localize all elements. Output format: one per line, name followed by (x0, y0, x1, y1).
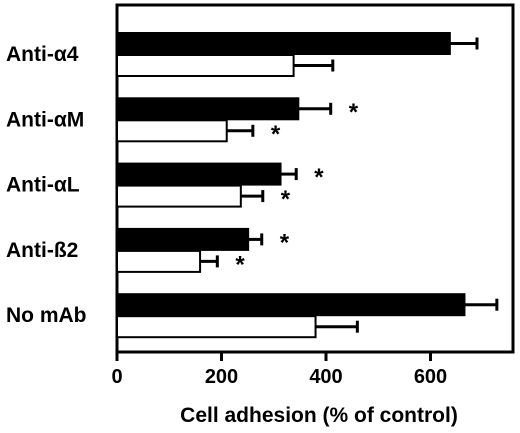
x-axis: 0 200 400 600 (111, 352, 447, 388)
category-labels: Anti-α4 Anti-αM Anti-αL Anti-ß2 No mAb (6, 43, 87, 327)
bar (116, 97, 300, 121)
significance-mark: * (349, 99, 359, 126)
category-label: Anti-α4 (6, 43, 79, 66)
significance-mark: * (235, 251, 245, 278)
category-label: Anti-αM (6, 108, 84, 131)
bar (116, 227, 250, 251)
category-label: Anti-αL (6, 174, 80, 197)
bar (116, 32, 451, 55)
bar (116, 315, 317, 339)
category-label: Anti-ß2 (6, 239, 78, 262)
bar (116, 184, 242, 208)
error-bars (200, 37, 499, 333)
significance-mark: * (281, 186, 291, 213)
significance-mark: * (314, 164, 324, 191)
significance-marks: * * * * * * (235, 99, 358, 279)
bar (116, 119, 228, 143)
x-tick-label: 600 (414, 366, 447, 388)
x-tick-label: 400 (309, 366, 342, 388)
bar (116, 54, 295, 77)
bars (116, 32, 466, 339)
x-tick-label: 200 (205, 366, 238, 388)
significance-mark: * (271, 121, 281, 148)
bar (116, 293, 466, 317)
x-tick-label: 0 (111, 366, 122, 388)
bar (116, 162, 282, 186)
significance-mark: * (280, 229, 290, 256)
bar (116, 249, 202, 273)
x-axis-title: Cell adhesion (% of control) (180, 404, 458, 427)
category-label: No mAb (6, 304, 87, 327)
